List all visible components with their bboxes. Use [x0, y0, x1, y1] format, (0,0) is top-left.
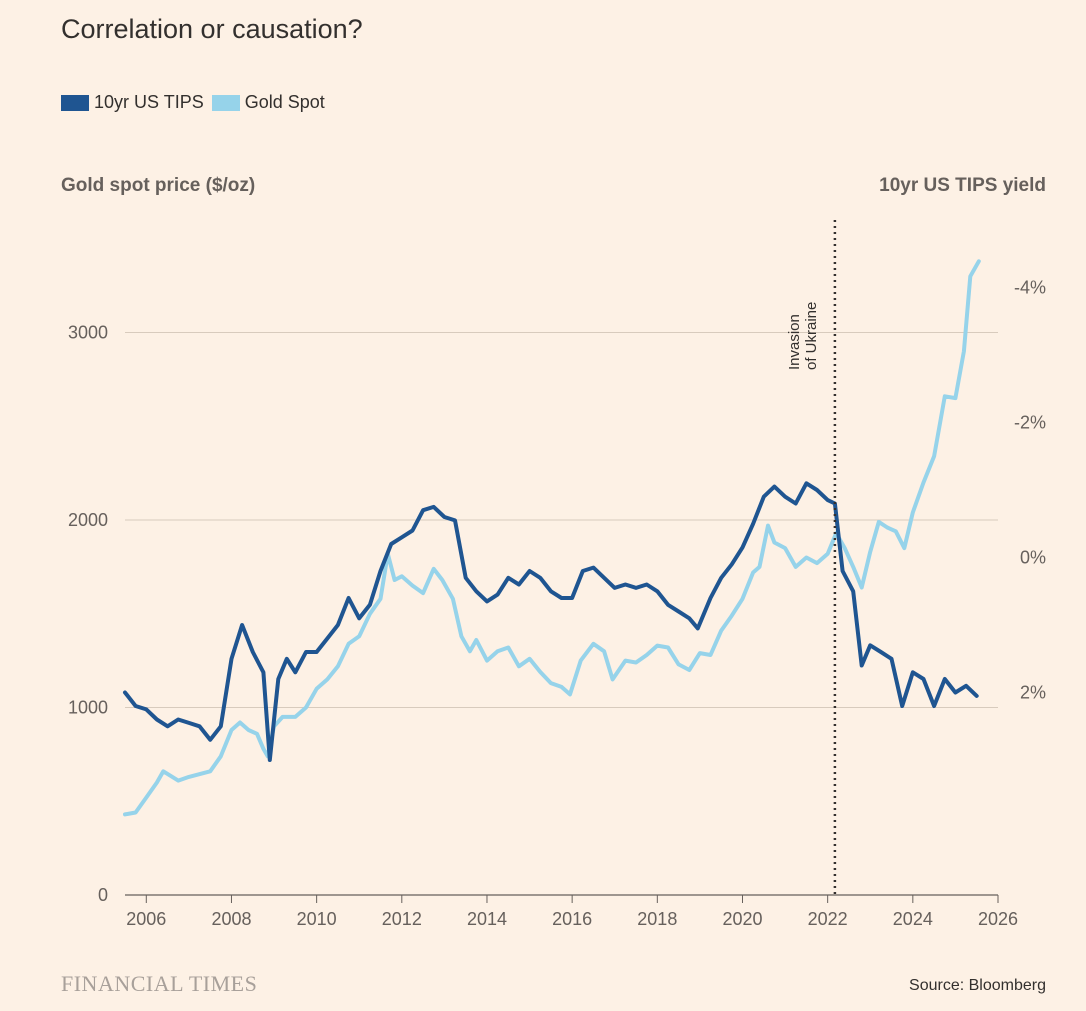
x-tick-label: 2008: [211, 909, 251, 929]
x-tick-label: 2020: [722, 909, 762, 929]
x-tick-label: 2022: [808, 909, 848, 929]
left-axis-title: Gold spot price ($/oz): [61, 175, 256, 196]
legend-swatch-tips: [61, 94, 89, 111]
annotation-line-1: Invasion: [786, 314, 803, 370]
legend-swatch-gold: [211, 94, 240, 111]
legend-label-gold: Gold Spot: [244, 92, 325, 112]
chart-title: Correlation or causation?: [61, 14, 363, 44]
x-tick-label: 2010: [297, 909, 337, 929]
tips-yield-line: [123, 481, 979, 762]
legend: 10yr US TIPS Gold Spot: [61, 92, 333, 113]
legend-label-tips: 10yr US TIPS: [94, 92, 204, 112]
x-tick-label: 2018: [637, 909, 677, 929]
y-right-tick-label: 0%: [1020, 548, 1046, 568]
x-tick-label: 2024: [893, 909, 933, 929]
y-left-tick-label: 0: [98, 885, 108, 905]
x-tick-label: 2006: [126, 909, 166, 929]
gold-spot-line: [123, 259, 981, 817]
source-note: Source: Bloomberg: [909, 977, 1046, 994]
right-axis-title: 10yr US TIPS yield: [879, 175, 1046, 196]
x-tick-label: 2026: [978, 909, 1018, 929]
ft-logo: FINANCIAL TIMES: [61, 971, 258, 996]
x-tick-label: 2014: [467, 909, 507, 929]
y-right-tick-label: 2%: [1020, 683, 1046, 703]
y-left-tick-label: 1000: [68, 698, 108, 718]
y-left-tick-label: 3000: [68, 323, 108, 343]
x-tick-label: 2016: [552, 909, 592, 929]
y-right-tick-label: -4%: [1014, 278, 1046, 298]
legend-item-tips: 10yr US TIPS: [61, 92, 204, 113]
annotation-line-2: of Ukraine: [803, 302, 820, 370]
x-tick-label: 2012: [382, 909, 422, 929]
y-right-tick-label: -2%: [1014, 413, 1046, 433]
y-left-tick-label: 2000: [68, 510, 108, 530]
invasion-annotation: Invasion of Ukraine: [786, 302, 820, 370]
legend-item-gold: Gold Spot: [211, 92, 325, 113]
